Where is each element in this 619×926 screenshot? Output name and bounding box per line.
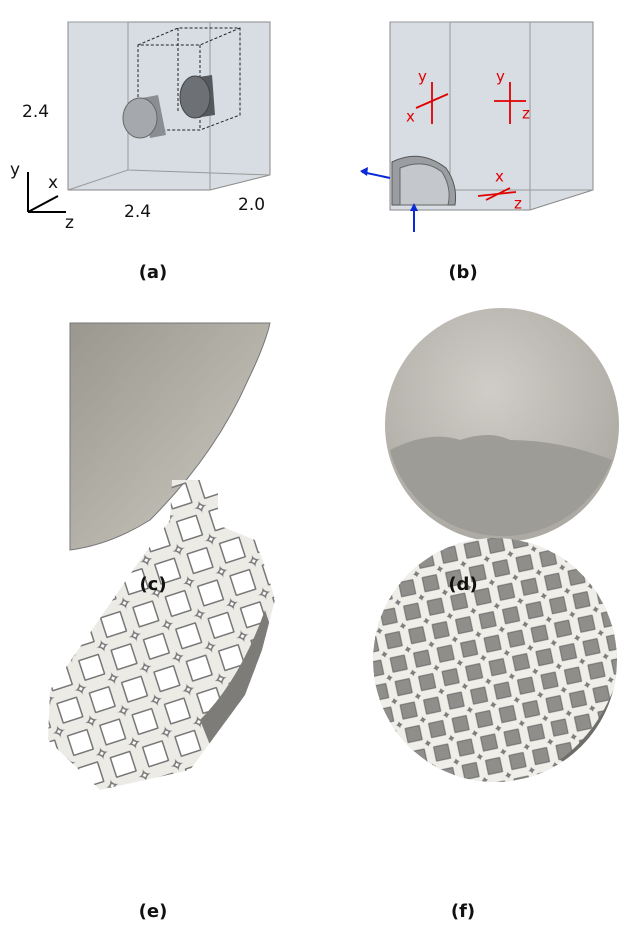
lattice-quarter xyxy=(30,470,290,800)
figure: 2.4 2.4 2.0 y x z y x y z x z xyxy=(0,0,619,926)
shape xyxy=(30,470,290,800)
panel-a: 2.4 2.4 2.0 y x z xyxy=(10,22,270,233)
symmetry-label: z xyxy=(522,105,530,123)
cylinder xyxy=(123,98,157,138)
panel-label: (b) xyxy=(448,262,477,283)
shape xyxy=(370,535,619,785)
symmetry-label: y xyxy=(496,68,505,86)
symmetry-label: x xyxy=(406,108,415,126)
cylinder xyxy=(180,76,210,118)
panel-b: y x y z x z xyxy=(360,22,593,232)
axis-label: x xyxy=(48,173,58,193)
panel-label: (e) xyxy=(139,901,168,922)
page: 2.4 2.4 2.0 y x z y x y z x z xyxy=(0,0,619,926)
axis-arrow xyxy=(28,196,58,212)
panel-label: (a) xyxy=(139,262,168,283)
quarter-sphere xyxy=(70,323,270,550)
domain-box xyxy=(68,22,270,190)
panel-label: (d) xyxy=(448,574,477,595)
lattice-sphere xyxy=(370,535,619,790)
dimension-label: 2.4 xyxy=(22,102,49,122)
arrow xyxy=(360,167,368,176)
sphere-shadow xyxy=(390,435,612,536)
symmetry-label: y xyxy=(418,68,427,86)
dimension-label: 2.4 xyxy=(124,202,151,222)
symmetry-label: z xyxy=(514,195,522,213)
symmetry-label: x xyxy=(495,168,504,186)
axis-label: z xyxy=(65,213,74,233)
axis-label: y xyxy=(10,160,20,180)
panel-label: (f) xyxy=(451,901,475,922)
dimension-label: 2.0 xyxy=(238,195,265,215)
panel-label: (c) xyxy=(139,574,166,595)
